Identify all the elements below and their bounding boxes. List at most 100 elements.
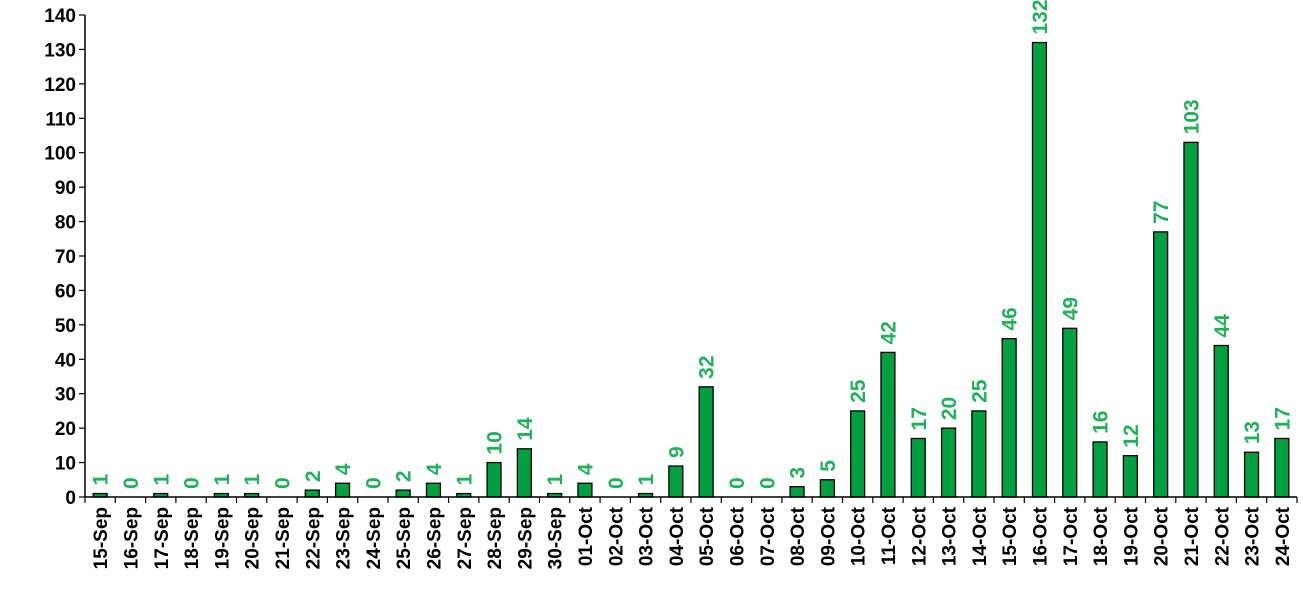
data-label: 0 [756, 477, 779, 489]
y-tick-label: 70 [55, 247, 76, 268]
data-label: 44 [1211, 314, 1234, 338]
y-tick-label: 80 [55, 213, 76, 234]
x-tick-label: 21-Sep [273, 507, 294, 569]
x-tick-label: 23-Sep [334, 507, 355, 569]
x-tick-label: 21-Oct [1182, 506, 1203, 566]
x-tick-label: 16-Sep [121, 507, 142, 569]
data-label: 12 [1120, 424, 1143, 447]
data-label: 0 [120, 477, 143, 489]
data-label: 0 [271, 477, 294, 489]
bar [486, 461, 502, 498]
x-tick-label: 15-Oct [1000, 506, 1021, 566]
bar [850, 410, 866, 498]
bar [668, 465, 684, 498]
data-label: 9 [665, 446, 688, 458]
y-tick-label: 30 [55, 385, 76, 406]
data-label: 1 [453, 474, 476, 486]
data-label: 0 [181, 477, 204, 489]
bar [910, 437, 926, 498]
x-tick-label: 19-Oct [1121, 506, 1142, 566]
data-label: 0 [605, 477, 628, 489]
y-tick-label: 130 [44, 40, 76, 61]
x-tick-label: 23-Oct [1243, 506, 1264, 566]
x-tick-label: 15-Sep [91, 507, 112, 569]
x-tick-label: 10-Oct [849, 506, 870, 566]
data-label: 132 [1029, 0, 1052, 35]
x-tick-label: 24-Oct [1273, 506, 1294, 566]
bar [698, 386, 714, 498]
bar [1213, 344, 1229, 498]
bar [1122, 455, 1138, 498]
x-tick-label: 22-Sep [303, 507, 324, 569]
x-tick-label: 04-Oct [667, 506, 688, 566]
data-label: 32 [696, 355, 719, 378]
y-tick-label: 20 [55, 419, 76, 440]
x-tick-label: 17-Sep [152, 507, 173, 569]
data-label: 17 [1271, 407, 1294, 430]
data-label: 1 [90, 474, 113, 486]
x-tick-label: 02-Oct [606, 506, 627, 566]
y-axis-ticks: 0 10 20 30 40 50 60 70 80 90 100 110 120 130 140 [44, 6, 85, 509]
x-tick-label: 24-Sep [364, 507, 385, 569]
data-label: 5 [817, 460, 840, 472]
data-label: 103 [1180, 99, 1203, 134]
y-tick-label: 40 [55, 350, 76, 371]
y-tick-label: 10 [55, 454, 76, 475]
bar [789, 486, 805, 498]
data-label: 1 [241, 474, 264, 486]
x-tick-label: 14-Oct [970, 506, 991, 566]
data-label: 25 [968, 379, 991, 403]
x-tick-label: 20-Oct [1152, 506, 1173, 566]
bar [425, 482, 442, 498]
bar [819, 479, 835, 498]
data-label: 77 [1150, 201, 1173, 224]
y-tick-label: 110 [45, 109, 76, 130]
x-tick-label: 08-Oct [788, 506, 809, 566]
x-tick-label: 18-Sep [182, 507, 203, 569]
x-tick-label: 03-Oct [637, 506, 658, 566]
x-axis-ticks: 15-Sep 16-Sep 17-Sep 18-Sep 19-Sep 20-Sep 21-S… [84, 497, 1298, 569]
x-tick-label: 11-Oct [879, 506, 900, 565]
x-tick-label: 26-Sep [424, 507, 445, 569]
data-label: 13 [1241, 421, 1264, 444]
bar [940, 427, 957, 498]
bar [971, 410, 987, 498]
data-label: 49 [1059, 297, 1082, 320]
x-tick-label: 09-Oct [818, 506, 839, 566]
y-tick-label: 90 [55, 178, 76, 199]
x-tick-label: 07-Oct [758, 506, 779, 566]
x-tick-label: 22-Oct [1212, 506, 1233, 566]
x-tick-label: 01-Oct [576, 506, 597, 566]
y-tick-label: 120 [44, 75, 76, 96]
bar [880, 351, 896, 498]
x-tick-label: 16-Oct [1030, 506, 1051, 566]
x-tick-label: 18-Oct [1091, 506, 1112, 566]
x-tick-label: 17-Oct [1061, 506, 1082, 566]
data-label: 4 [332, 463, 355, 475]
data-label: 4 [574, 463, 597, 475]
y-tick-label: 0 [65, 488, 76, 509]
bar [1153, 231, 1169, 498]
x-tick-label: 28-Sep [485, 507, 506, 569]
bar [1274, 437, 1290, 498]
x-tick-label: 29-Sep [515, 507, 536, 569]
data-label: 4 [423, 463, 446, 475]
data-label: 25 [847, 379, 870, 403]
y-tick-label: 140 [44, 6, 76, 27]
bar [334, 482, 351, 498]
data-label: 16 [1090, 411, 1113, 434]
bar [1183, 141, 1199, 498]
data-label: 1 [211, 474, 234, 486]
x-tick-label: 20-Sep [243, 507, 264, 569]
data-label: 14 [514, 417, 537, 441]
data-label: 0 [726, 477, 749, 489]
bars [92, 41, 1290, 498]
data-label: 17 [908, 407, 931, 430]
bar [1001, 337, 1017, 498]
data-label: 42 [877, 321, 900, 344]
bar [1031, 41, 1048, 498]
x-tick-label: 12-Oct [909, 506, 930, 566]
bar [1243, 451, 1260, 498]
